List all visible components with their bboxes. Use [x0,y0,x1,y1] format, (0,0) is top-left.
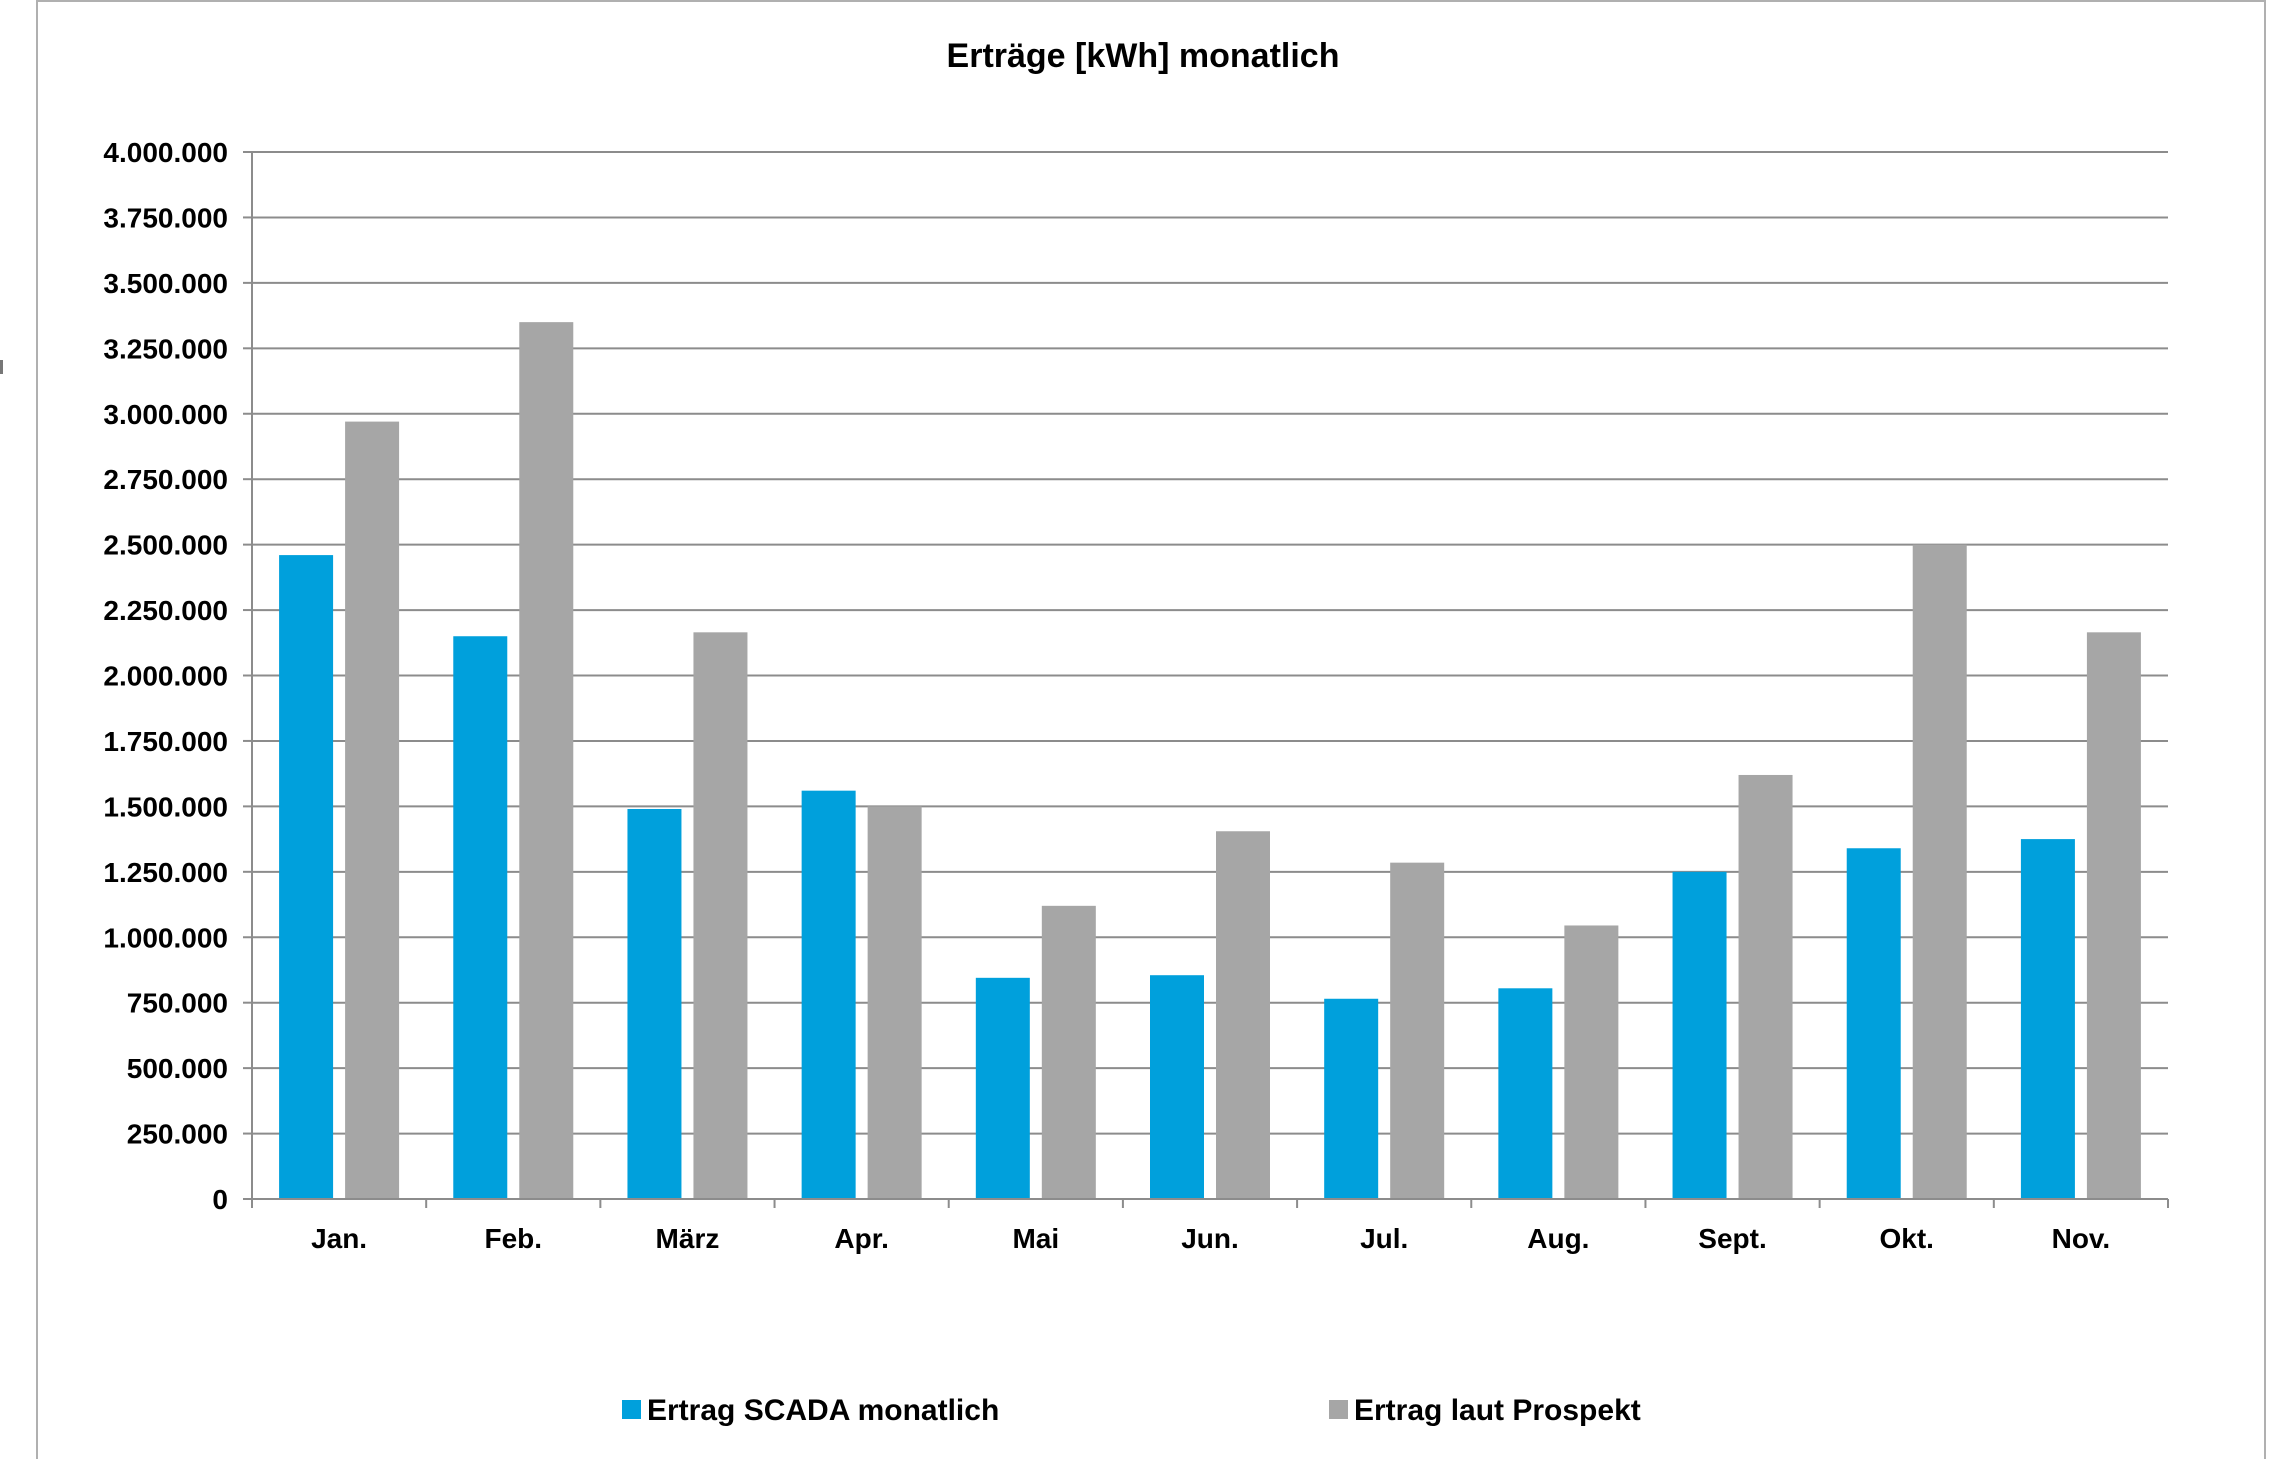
y-tick-label: 1.000.000 [103,922,228,953]
legend: Ertrag SCADA monatlich Ertrag laut Prospe… [622,1394,1641,1427]
y-tick-labels: 0 250.000 500.000 750.000 1.000.000 1.250.000… [103,137,228,1215]
legend-label: Ertrag laut Prospekt [1354,1394,1641,1427]
y-tick-label: 2.500.000 [103,530,228,561]
y-tick-label: 2.250.000 [103,595,228,626]
legend-swatch [622,1400,641,1419]
bar-scada [453,636,508,1199]
bar-prospekt [867,806,922,1199]
bar-scada [1498,988,1553,1199]
bar-scada [2020,839,2075,1199]
y-tick-label: 0 [212,1184,228,1215]
x-tick-label: Mai [1012,1223,1059,1254]
x-tick-label: Okt. [1879,1223,1933,1254]
y-tick-label: 3.000.000 [103,399,228,430]
x-tick-label: Aug. [1527,1223,1589,1254]
x-tick-label: März [656,1223,720,1254]
x-tick-label: Jan. [311,1223,367,1254]
x-tick-label: Jun. [1181,1223,1239,1254]
bar-prospekt [1564,925,1619,1199]
bar-prospekt [345,421,400,1199]
bar-prospekt [2086,632,2141,1199]
left-edge-marker [0,360,3,374]
y-tick-label: 2.000.000 [103,661,228,692]
x-tick-label: Apr. [834,1223,888,1254]
bar-prospekt [1041,905,1096,1199]
y-tick-label: 1.750.000 [103,726,228,757]
y-tick-label: 1.500.000 [103,791,228,822]
y-tick-label: 3.750.000 [103,202,228,233]
x-tick-label: Sept. [1698,1223,1766,1254]
x-tick-labels: Jan. Feb. März Apr. Mai Jun. Jul. Aug. Sept. Okt.… [311,1223,2110,1254]
legend-label: Ertrag SCADA monatlich [647,1394,999,1427]
bar-scada [975,977,1030,1199]
bar-prospekt [519,322,574,1199]
y-tick-label: 2.750.000 [103,464,228,495]
bar-prospekt [1216,831,1270,1199]
bar-scada [1324,998,1379,1199]
bar-scada [1672,871,1727,1199]
y-tick-label: 750.000 [127,988,228,1019]
y-tick-label: 3.250.000 [103,333,228,364]
bar-scada [1846,848,1901,1199]
y-tick-label: 500.000 [127,1053,228,1084]
chart-title: Erträge [kWh] monatlich [947,37,1340,75]
bar-prospekt [1390,862,1445,1199]
y-tick-label: 1.250.000 [103,857,228,888]
y-tick-label: 250.000 [127,1119,228,1150]
chart-frame [36,0,2266,1459]
bars [279,322,2141,1199]
y-tick-label: 4.000.000 [103,137,228,168]
axes [243,151,2169,1208]
y-tick-label: 3.500.000 [103,268,228,299]
bar-scada [627,808,682,1199]
x-tick-label: Nov. [2052,1223,2111,1254]
x-tick-label: Jul. [1360,1223,1408,1254]
bar-prospekt [1912,544,1967,1199]
bar-scada [279,555,334,1199]
bar-prospekt [693,632,748,1199]
bar-scada [1150,975,1204,1199]
x-tick-label: Feb. [484,1223,542,1254]
bar-prospekt [1738,774,1793,1199]
legend-swatch [1329,1400,1348,1419]
bar-scada [801,790,856,1199]
